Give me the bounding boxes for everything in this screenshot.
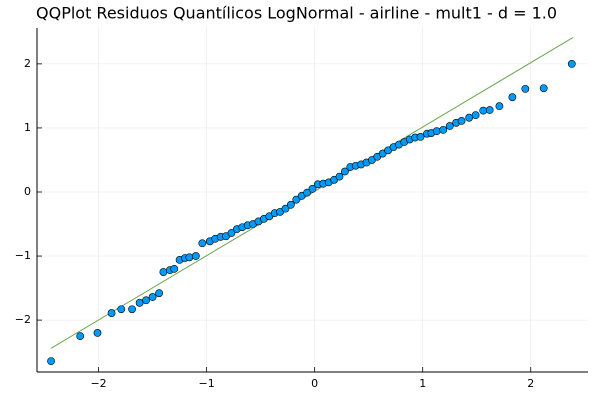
point: [198, 239, 207, 248]
point: [508, 93, 517, 102]
x-tick-label: −2: [90, 377, 106, 390]
point: [521, 84, 530, 93]
x-tick-label: 0: [311, 377, 318, 390]
point: [303, 188, 311, 197]
y-tick-label: 2: [24, 57, 31, 70]
point: [159, 268, 168, 276]
point: [439, 125, 448, 134]
point: [292, 195, 301, 204]
point: [539, 84, 548, 93]
y-tick-label: 1: [24, 121, 31, 134]
point: [93, 329, 102, 337]
x-tick-label: −1: [199, 377, 215, 390]
point: [170, 264, 179, 273]
point: [485, 106, 494, 114]
chart-title: QQPlot Residuos Quantílicos LogNormal - …: [36, 4, 557, 23]
point: [185, 253, 194, 262]
point: [286, 200, 295, 209]
point: [471, 111, 480, 120]
point: [308, 184, 317, 193]
x-tick-label: 2: [527, 377, 534, 390]
point: [567, 59, 576, 68]
point: [465, 113, 474, 122]
point: [479, 106, 488, 115]
point: [495, 102, 504, 111]
y-tick-label: 0: [24, 185, 31, 198]
point: [227, 229, 236, 237]
point: [341, 167, 349, 176]
point: [117, 305, 126, 314]
point: [191, 252, 200, 260]
point: [128, 305, 136, 314]
point: [135, 298, 144, 307]
point: [155, 289, 163, 298]
point: [281, 204, 290, 213]
point: [335, 172, 344, 181]
point: [107, 309, 116, 317]
point: [432, 127, 441, 136]
point: [148, 293, 157, 301]
point: [445, 122, 454, 130]
point: [142, 296, 151, 305]
y-tick-label: −1: [15, 249, 31, 262]
point: [47, 357, 55, 366]
point: [416, 133, 425, 141]
x-tick-label: 1: [419, 377, 426, 390]
y-tick-label: −2: [15, 313, 31, 326]
point: [457, 116, 466, 125]
point: [76, 332, 85, 341]
reference-line: [50, 37, 574, 349]
